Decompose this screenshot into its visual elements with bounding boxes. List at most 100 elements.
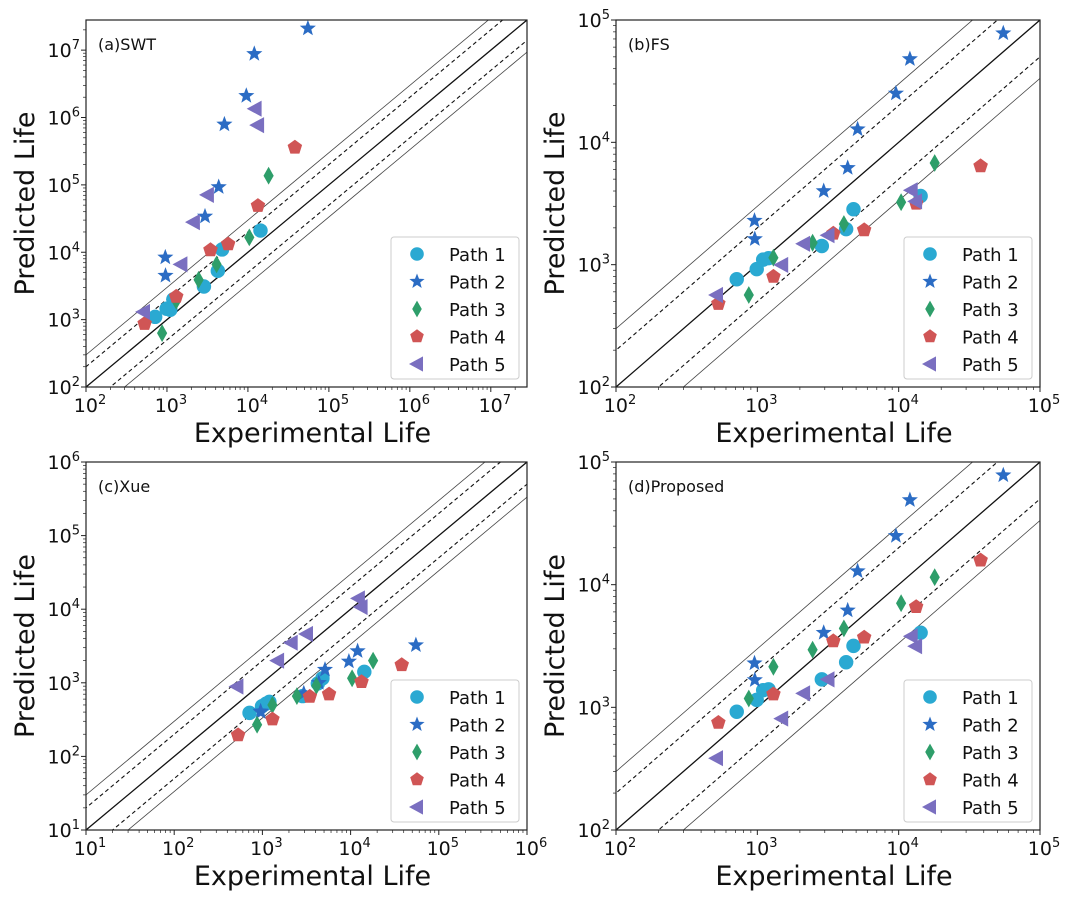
data-point	[347, 669, 358, 688]
data-point	[242, 705, 257, 721]
data-point	[795, 685, 811, 702]
series-path-1	[147, 223, 268, 325]
data-point	[265, 711, 280, 726]
y-tick-label: 103	[578, 695, 610, 719]
reference-line-factor-3	[86, 20, 489, 356]
legend-label: Path 2	[962, 716, 1019, 737]
data-point	[147, 309, 163, 325]
y-tick-label: 103	[48, 671, 80, 695]
legend-marker-icon	[410, 772, 424, 786]
y-tick-label: 106	[48, 106, 80, 130]
data-point	[839, 159, 856, 175]
legend-item: Path 2	[409, 716, 506, 737]
data-point	[896, 594, 907, 613]
legend-marker-icon	[923, 690, 937, 704]
panel-title: (d)Proposed	[628, 477, 724, 496]
reference-line-factor-1/3	[682, 519, 1040, 830]
y-tick-label: 107	[48, 38, 80, 62]
data-point	[137, 316, 152, 330]
data-point	[819, 671, 835, 688]
data-point	[856, 629, 872, 644]
y-tick-label: 102	[48, 744, 80, 768]
legend-label: Path 4	[449, 771, 506, 792]
y-tick-label: 101	[48, 818, 80, 842]
data-point	[902, 182, 918, 199]
data-point	[807, 640, 818, 659]
axis-ticks	[611, 19, 1041, 392]
data-point	[354, 674, 369, 688]
legend-item: Path 1	[923, 688, 1019, 709]
legend-label: Path 3	[449, 743, 506, 764]
y-tick-label: 105	[48, 173, 80, 197]
data-point	[743, 689, 754, 708]
x-axis-label: Experimental Life	[194, 861, 431, 892]
y-axis-label: Predicted Life	[10, 112, 41, 296]
data-point	[316, 661, 333, 677]
legend-marker-icon	[922, 716, 938, 731]
data-point	[896, 193, 907, 212]
data-point	[838, 215, 849, 233]
data-point	[746, 654, 763, 671]
data-point	[311, 676, 322, 695]
data-point	[743, 286, 754, 304]
data-point	[907, 193, 923, 210]
y-tick-label: 105	[48, 524, 80, 548]
series-path-5	[708, 628, 923, 767]
data-point	[238, 87, 255, 103]
legend-label: Path 1	[962, 245, 1019, 266]
reference-lines	[86, 462, 527, 830]
reference-line-factor-2	[86, 20, 504, 368]
y-tick-label: 102	[578, 818, 610, 842]
legend-item: Path 3	[412, 300, 506, 321]
legend-marker-icon	[923, 772, 937, 786]
data-point	[746, 230, 763, 246]
series-path-4	[137, 139, 303, 330]
data-point	[230, 727, 246, 742]
x-tick-label: 103	[745, 393, 777, 417]
data-point	[849, 562, 866, 578]
legend-label: Path 5	[962, 355, 1019, 376]
legend-label: Path 5	[449, 798, 506, 819]
x-tick-label: 105	[1028, 393, 1060, 417]
data-point	[302, 688, 318, 703]
legend-item: Path 3	[412, 743, 506, 764]
data-point	[157, 267, 174, 283]
reference-line-factor-1/2	[109, 39, 527, 387]
legend-marker-icon	[409, 273, 425, 288]
legend: Path 1 Path 2 Path 3 Path 4 Path 5	[390, 679, 520, 823]
series-path-2	[157, 20, 316, 283]
data-point	[246, 45, 263, 61]
legend-label: Path 4	[962, 328, 1019, 349]
data-point	[394, 657, 409, 672]
legend-label: Path 3	[962, 743, 1019, 764]
data-point	[211, 255, 222, 274]
data-point	[846, 201, 861, 217]
legend-marker-icon	[922, 273, 938, 288]
legend-label: Path 2	[449, 273, 506, 294]
x-axis-label: Experimental Life	[194, 418, 431, 449]
legend: Path 1 Path 2 Path 3 Path 4 Path 5	[903, 679, 1033, 823]
data-point	[249, 117, 265, 134]
data-point	[291, 687, 302, 705]
data-point	[172, 256, 188, 273]
legend-label: Path 5	[962, 798, 1019, 819]
series-path-2	[746, 24, 1012, 246]
legend-item: Path 2	[922, 716, 1019, 737]
y-tick-label: 104	[578, 130, 610, 154]
series-path-5	[228, 590, 368, 695]
legend-marker-icon	[925, 300, 935, 318]
data-point	[210, 178, 227, 194]
legend-marker-icon	[922, 799, 936, 815]
series-path-5	[708, 182, 923, 304]
legend-item: Path 3	[925, 743, 1019, 764]
y-tick-label: 102	[48, 375, 80, 399]
data-point	[973, 552, 988, 567]
axis-ticks	[81, 29, 516, 392]
x-tick-label: 102	[604, 393, 636, 417]
x-tick-label: 103	[250, 836, 282, 860]
data-point	[168, 288, 184, 303]
y-axis-label: Predicted Life	[540, 112, 571, 296]
legend-label: Path 4	[449, 328, 506, 349]
data-point	[815, 624, 832, 640]
